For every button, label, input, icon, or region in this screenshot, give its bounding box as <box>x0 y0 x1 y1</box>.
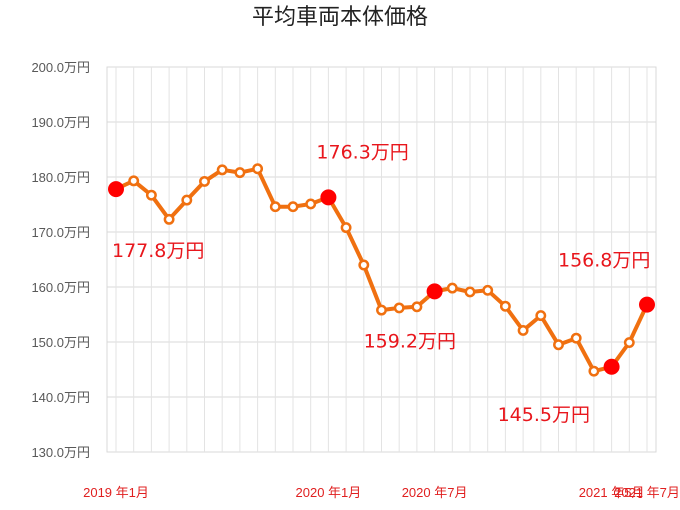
data-point <box>482 284 494 296</box>
data-point <box>252 163 264 175</box>
data-point <box>234 167 246 179</box>
x-tick-label: 2020 年7月 <box>402 485 468 500</box>
data-point <box>446 282 458 294</box>
data-point <box>163 213 175 225</box>
x-tick-label: 2019 年1月 <box>83 485 149 500</box>
price-series <box>108 163 655 377</box>
data-point <box>269 201 281 213</box>
highlight-annotations: 177.8万円 176.3万円 159.2万円 145.5万円 156.8万円 <box>112 141 650 425</box>
x-tick-label: 2021 年7月 <box>614 485 680 500</box>
data-label: 177.8万円 <box>112 240 204 262</box>
data-point <box>128 175 140 187</box>
data-point <box>535 310 547 322</box>
chart-title: 平均車両本体価格 <box>252 5 428 30</box>
highlight-point <box>639 296 655 313</box>
y-tick-label: 170.0万円 <box>31 225 90 240</box>
data-label: 156.8万円 <box>558 250 650 272</box>
data-point <box>570 332 582 344</box>
data-label: 145.5万円 <box>498 404 590 426</box>
x-tick-label: 2021 年5月 <box>579 485 645 500</box>
y-tick-label: 160.0万円 <box>31 280 90 295</box>
data-label: 176.3万円 <box>316 141 408 163</box>
data-point <box>199 175 210 187</box>
data-point <box>393 302 405 314</box>
data-point <box>305 198 317 210</box>
y-tick-label: 200.0万円 <box>31 60 90 75</box>
data-point <box>216 164 228 176</box>
plot-grid <box>106 66 657 453</box>
data-point <box>588 365 600 377</box>
data-point <box>517 325 529 336</box>
y-tick-label: 180.0万円 <box>31 170 90 185</box>
y-tick-label: 150.0万円 <box>31 335 90 350</box>
x-tick-label: 2020 年1月 <box>296 485 362 500</box>
highlight-point <box>426 283 443 300</box>
data-point <box>181 194 193 206</box>
y-axis-tick-labels: 200.0万円 190.0万円 180.0万円 170.0万円 160.0万円 150.0… <box>31 60 90 460</box>
data-point <box>145 189 157 201</box>
highlight-point <box>603 358 620 375</box>
y-tick-label: 130.0万円 <box>31 445 90 460</box>
data-point <box>623 337 635 348</box>
data-point <box>340 222 352 234</box>
data-point <box>411 301 423 313</box>
y-tick-label: 140.0万円 <box>31 390 90 405</box>
highlight-point <box>320 189 337 206</box>
data-point <box>376 304 387 316</box>
y-tick-label: 190.0万円 <box>31 115 90 130</box>
data-point <box>499 300 511 312</box>
highlight-point <box>108 181 124 198</box>
data-point <box>358 259 370 271</box>
data-point <box>464 286 476 298</box>
data-label: 159.2万円 <box>364 330 456 352</box>
data-point <box>553 339 564 351</box>
data-point <box>287 201 299 213</box>
